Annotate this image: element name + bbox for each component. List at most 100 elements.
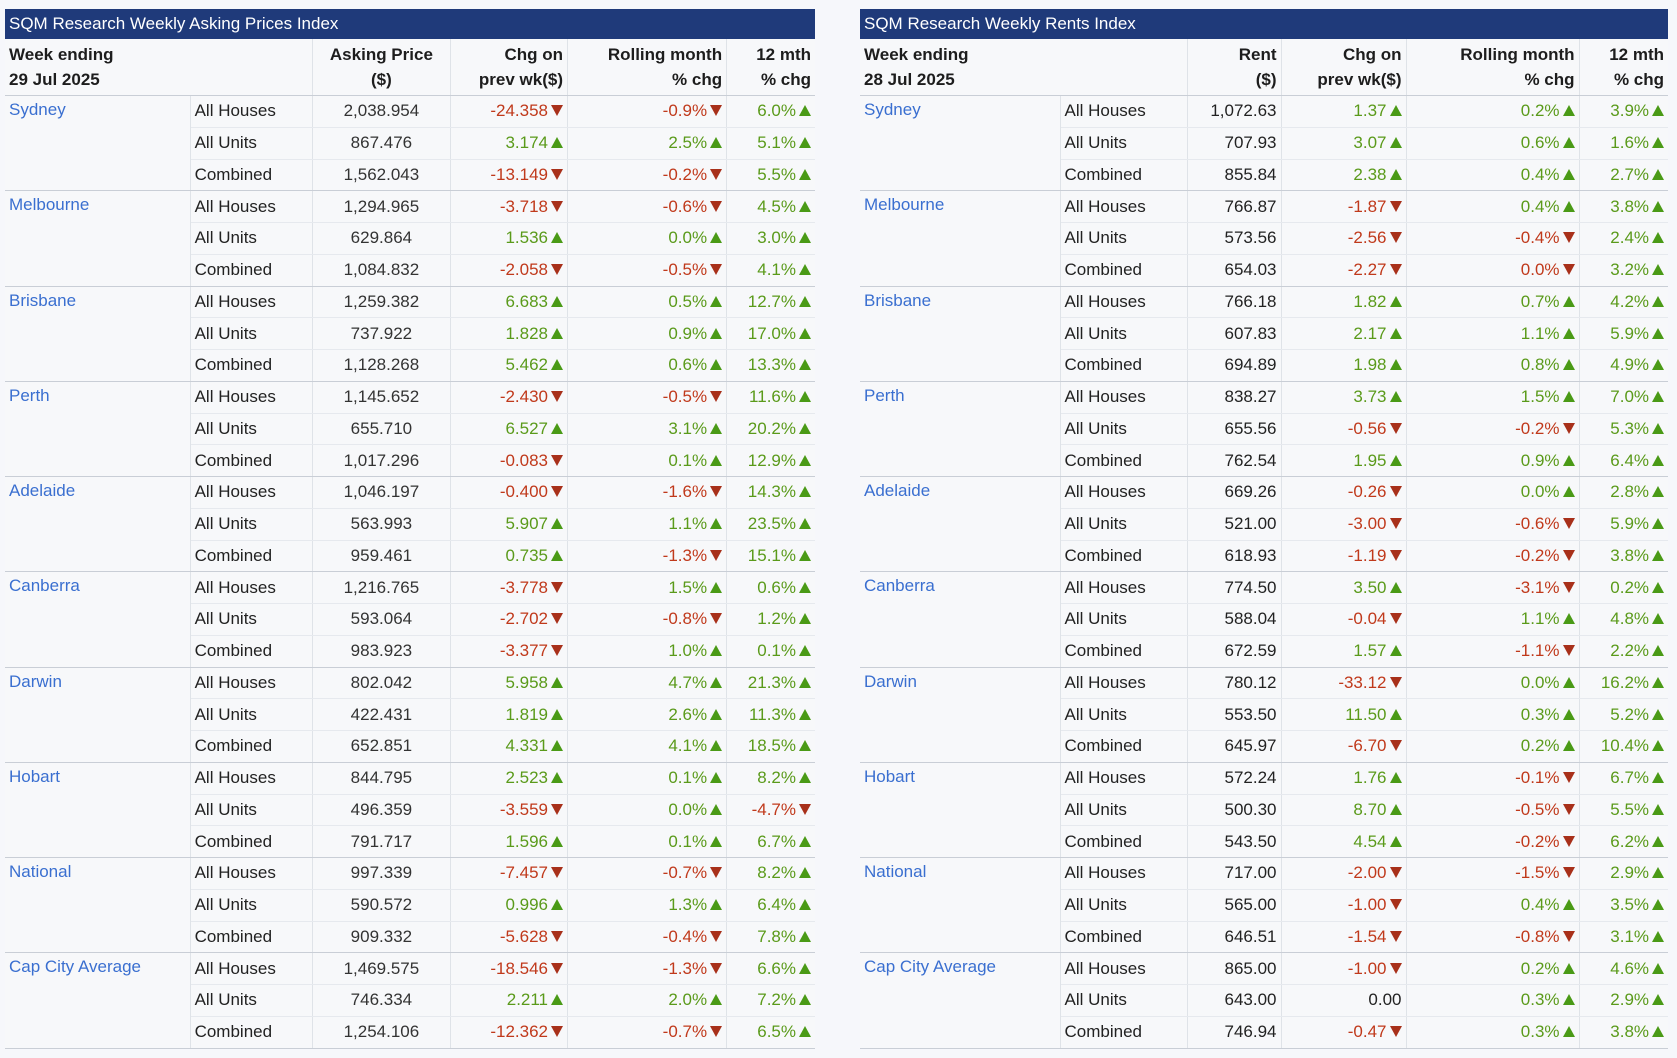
triangle-up-icon (799, 549, 811, 561)
rolling-month-change: 0.3% (1406, 698, 1580, 731)
twelve-month-change: 2.2% (1579, 635, 1669, 668)
rolling-month-change-text: -0.2% (1515, 418, 1560, 438)
rolling-month-change: -0.8% (1406, 921, 1580, 954)
triangle-up-icon (1562, 1026, 1575, 1038)
twelve-month-change: 5.3% (1579, 413, 1669, 446)
city-name[interactable]: Perth (860, 381, 1061, 478)
dwelling-type-text: Combined (1064, 736, 1143, 756)
triangle-down-icon (710, 613, 723, 625)
weekly-change-text: -7.457 (499, 863, 549, 883)
city-name[interactable]: Hobart (860, 762, 1061, 859)
triangle-up-icon (1562, 137, 1575, 149)
city-name[interactable]: Sydney (5, 95, 191, 192)
rolling-month-change-text: 4.1% (668, 736, 708, 756)
rolling-month-change-text: -0.6% (1515, 514, 1560, 534)
weekly-change-text: -3.718 (499, 196, 549, 216)
dwelling-type-text: All Houses (1064, 387, 1146, 407)
twelve-month-change-text: 8.2% (757, 768, 796, 788)
city-name[interactable]: National (860, 857, 1061, 954)
triangle-up-icon (1652, 645, 1665, 657)
twelve-month-change-text: 3.8% (1610, 1022, 1650, 1042)
dwelling-type: All Houses (1060, 952, 1188, 985)
rolling-month-change: 0.1% (567, 444, 728, 477)
city-name[interactable]: Perth (5, 381, 191, 478)
twelve-month-change-text: 4.1% (757, 260, 796, 280)
weekly-change-text: -0.47 (1347, 1022, 1387, 1042)
city-name[interactable]: Canberra (860, 571, 1061, 668)
rolling-month-change: 0.8% (1406, 349, 1580, 382)
table-row: National All Houses 997.339 -7.457 -0.7% 8.2% (5, 857, 815, 954)
triangle-up-icon (1562, 994, 1575, 1006)
city-name[interactable]: Canberra (5, 571, 191, 668)
city-name[interactable]: Brisbane (5, 286, 191, 382)
triangle-up-icon (551, 359, 564, 371)
twelve-month-change-text: 4.2% (1610, 291, 1650, 311)
city-name[interactable]: Hobart (5, 762, 191, 859)
chg-prev-wk-header: Chg on prev wk($) (450, 39, 569, 96)
asking-prices-title: SQM Research Weekly Asking Prices Index (5, 9, 815, 39)
twelve-month-change-text: 5.5% (1610, 799, 1650, 819)
index-value-text: 865.00 (1224, 958, 1277, 978)
triangle-up-icon (799, 232, 811, 244)
table-row: Perth All Houses 838.27 3.73 1.5% 7.0% (860, 381, 1669, 478)
triangle-up-icon (1389, 454, 1402, 466)
dwelling-type-text: All Units (1064, 323, 1127, 343)
index-value: 802.042 (312, 667, 451, 700)
city-name[interactable]: Adelaide (860, 476, 1061, 573)
chg-header-l2: prev wk($) (1317, 70, 1402, 89)
rolling-month-change: 0.2% (1406, 952, 1580, 985)
city-name[interactable]: Cap City Average (5, 952, 191, 1049)
week-ending-label: Week ending (9, 45, 114, 64)
index-value: 780.12 (1187, 667, 1282, 700)
twelve-month-change-text: 20.2% (747, 418, 796, 438)
twelve-month-change: 6.4% (726, 889, 815, 922)
city-name[interactable]: Darwin (5, 667, 191, 763)
table-row: Melbourne All Houses 1,294.965 -3.718 -0.6% 4… (5, 190, 815, 287)
triangle-up-icon (1652, 867, 1665, 879)
twelve-month-change: 21.3% (726, 667, 815, 700)
weekly-change-text: 4.331 (505, 736, 549, 756)
city-name[interactable]: National (5, 857, 191, 954)
rolling-month-change-text: 0.4% (1520, 164, 1560, 184)
city-name[interactable]: Sydney (860, 95, 1061, 192)
dwelling-type: All Units (190, 889, 314, 922)
rolling-month-change: -1.1% (1406, 635, 1580, 668)
triangle-up-icon (1652, 264, 1665, 276)
triangle-up-icon (1652, 327, 1665, 339)
weekly-change-text: -3.778 (499, 577, 549, 597)
dwelling-type-text: Combined (194, 164, 273, 184)
triangle-up-icon (551, 422, 564, 434)
triangle-up-icon (1652, 549, 1665, 561)
dwelling-type: Combined (1060, 444, 1188, 477)
triangle-down-icon (1389, 200, 1402, 212)
dwelling-type: Combined (1060, 635, 1188, 668)
twelve-month-change-text: 5.3% (1610, 418, 1650, 438)
rolling-month-change-text: 0.4% (1520, 895, 1560, 915)
dwelling-type: All Houses (1060, 667, 1188, 700)
triangle-up-icon (1562, 168, 1575, 180)
rolling-month-change-text: -0.4% (662, 926, 708, 946)
twelve-month-change: 0.6% (726, 571, 815, 604)
weekly-change: 4.331 (450, 730, 569, 763)
city-name[interactable]: Melbourne (5, 190, 191, 287)
rolling-month-change-text: 0.8% (1520, 355, 1560, 375)
index-value: 1,294.965 (312, 190, 451, 223)
table-row: Combined 1,128.268 5.462 0.6% 13.3% (5, 349, 815, 382)
weekly-change-text: 0.996 (505, 895, 549, 915)
rolling-month-change-text: 2.5% (668, 133, 708, 153)
city-name[interactable]: Melbourne (860, 190, 1061, 287)
rolling-month-change-text: -0.9% (662, 101, 708, 121)
triangle-down-icon (551, 200, 564, 212)
index-value: 563.993 (312, 508, 451, 541)
city-name[interactable]: Darwin (860, 667, 1061, 763)
twelve-month-change: 7.0% (1579, 381, 1669, 414)
city-name[interactable]: Brisbane (860, 286, 1061, 382)
triangle-up-icon (551, 676, 564, 688)
city-name[interactable]: Adelaide (5, 476, 191, 573)
index-value-text: 1,084.832 (343, 260, 420, 280)
rolling-month-change: -0.6% (1406, 508, 1580, 541)
dwelling-type: All Units (1060, 222, 1188, 255)
rolling-month-change: -0.2% (1406, 540, 1580, 573)
index-value: 997.339 (312, 857, 451, 890)
city-name[interactable]: Cap City Average (860, 952, 1061, 1049)
